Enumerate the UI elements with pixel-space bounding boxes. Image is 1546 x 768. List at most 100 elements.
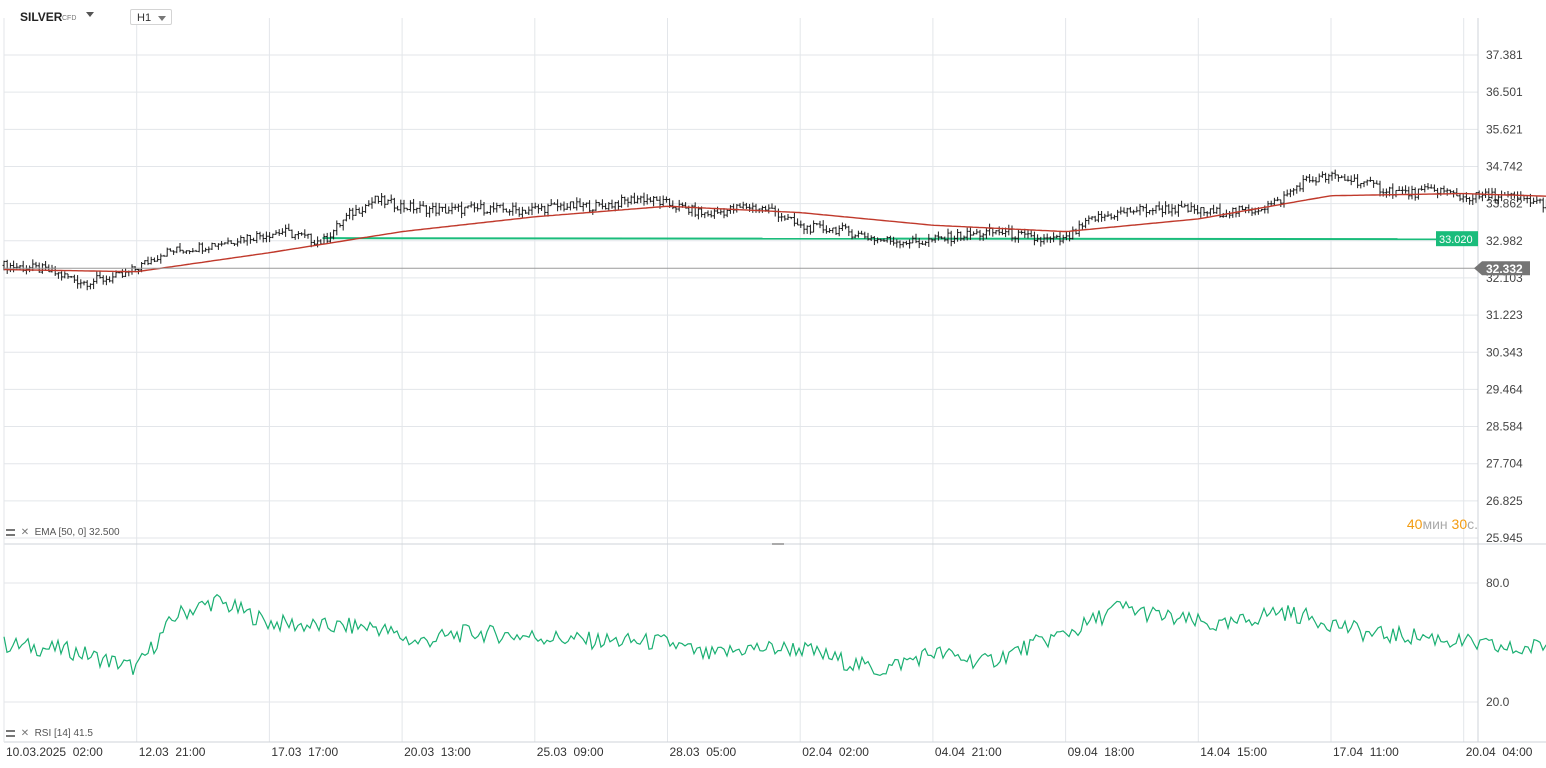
- price-bar: [920, 240, 924, 245]
- price-bar: [610, 199, 614, 209]
- price-bar: [1375, 180, 1379, 185]
- price-bar: [431, 202, 435, 214]
- timeframe-select[interactable]: H1: [130, 9, 172, 25]
- pane-resize-handle: [772, 543, 784, 545]
- price-bar: [277, 229, 281, 236]
- price-bar: [520, 206, 524, 218]
- price-bar: [600, 199, 604, 210]
- price-bar: [386, 199, 390, 205]
- price-bar: [258, 231, 262, 240]
- price-bar: [1007, 224, 1011, 236]
- close-icon[interactable]: ✕: [20, 728, 30, 739]
- price-bar: [1320, 171, 1324, 178]
- price-bar: [1029, 230, 1033, 238]
- price-bar: [1397, 186, 1401, 191]
- price-bar: [1356, 174, 1360, 189]
- price-bar: [968, 226, 972, 240]
- price-bar: [1285, 189, 1289, 197]
- price-bar: [776, 208, 780, 222]
- price-bar: [556, 199, 560, 212]
- price-bar: [479, 199, 483, 210]
- price-bar: [1132, 209, 1136, 215]
- price-bar: [1157, 201, 1161, 211]
- price-bar: [197, 242, 201, 253]
- price-bar: [975, 228, 979, 235]
- price-bar: [1535, 196, 1539, 204]
- price-bar: [1429, 184, 1433, 189]
- price-bar: [639, 195, 643, 203]
- resistance-line[interactable]: 33.020: [322, 231, 1479, 247]
- price-bar: [898, 240, 902, 249]
- price-bar: [434, 202, 438, 217]
- price-bar: [1301, 174, 1305, 193]
- timeframe-value: H1: [137, 12, 152, 24]
- resistance-tag-bg: [1436, 231, 1478, 247]
- price-bar: [364, 204, 368, 214]
- price-bar: [1042, 234, 1046, 245]
- price-bar: [936, 231, 940, 241]
- settings-icon[interactable]: [6, 528, 15, 536]
- price-bar: [1192, 204, 1196, 214]
- price-bar: [805, 225, 809, 234]
- price-bar: [476, 203, 480, 212]
- price-bar: [575, 197, 579, 211]
- price-bar: [1407, 186, 1411, 200]
- price-bar: [242, 236, 246, 244]
- price-bar: [290, 229, 294, 239]
- price-bar: [943, 236, 947, 242]
- price-bar: [1317, 173, 1321, 183]
- price-bar: [1074, 228, 1078, 235]
- price-bar: [440, 206, 444, 213]
- price-bar: [1148, 210, 1152, 215]
- price-bar: [194, 249, 198, 252]
- price-bar: [472, 202, 476, 213]
- price-bars: [2, 169, 1546, 291]
- symbol-name[interactable]: SILVER: [20, 10, 63, 24]
- price-bar: [844, 223, 848, 230]
- price-bar: [1061, 234, 1065, 244]
- price-bar: [389, 194, 393, 204]
- price-bar: [866, 232, 870, 241]
- price-bar: [917, 237, 921, 249]
- price-bar: [780, 213, 784, 222]
- resistance-tag-label: 33.020: [1439, 234, 1473, 246]
- price-bar: [1112, 214, 1116, 220]
- price-bar: [789, 216, 793, 220]
- price-bar: [1455, 188, 1459, 197]
- symbol-dropdown-icon[interactable]: [86, 12, 94, 17]
- price-bar: [1477, 190, 1481, 200]
- rsi-path: [3, 593, 1546, 677]
- price-bar: [239, 235, 243, 244]
- price-bar: [1196, 204, 1200, 215]
- price-bar: [402, 199, 406, 213]
- price-bar: [1324, 172, 1328, 183]
- price-bar: [904, 240, 908, 246]
- price-bar: [328, 232, 332, 244]
- price-bar: [482, 201, 486, 216]
- price-bar: [1144, 203, 1148, 218]
- price-bar: [460, 201, 464, 219]
- price-bar: [108, 276, 112, 283]
- price-bar: [696, 206, 700, 220]
- price-bar: [514, 202, 518, 214]
- price-bar: [1260, 208, 1264, 212]
- price-bar: [300, 232, 304, 236]
- price-bar: [124, 268, 128, 277]
- price-bar: [872, 236, 876, 246]
- price-bar: [981, 232, 985, 241]
- close-icon[interactable]: ✕: [20, 527, 30, 538]
- price-bar: [399, 199, 403, 214]
- rsi-indicator-label: ✕ RSI [14] 41.5: [6, 728, 96, 739]
- price-bar: [946, 228, 950, 244]
- price-bar: [79, 279, 83, 289]
- settings-icon[interactable]: [6, 729, 15, 737]
- price-bar: [1308, 173, 1312, 183]
- price-bar: [492, 202, 496, 213]
- price-bar: [248, 234, 252, 244]
- price-bar: [357, 207, 361, 214]
- price-bar: [309, 233, 313, 248]
- price-bar: [152, 257, 156, 263]
- price-bar: [1141, 205, 1145, 212]
- price-bar: [895, 239, 899, 248]
- price-bar: [463, 206, 467, 216]
